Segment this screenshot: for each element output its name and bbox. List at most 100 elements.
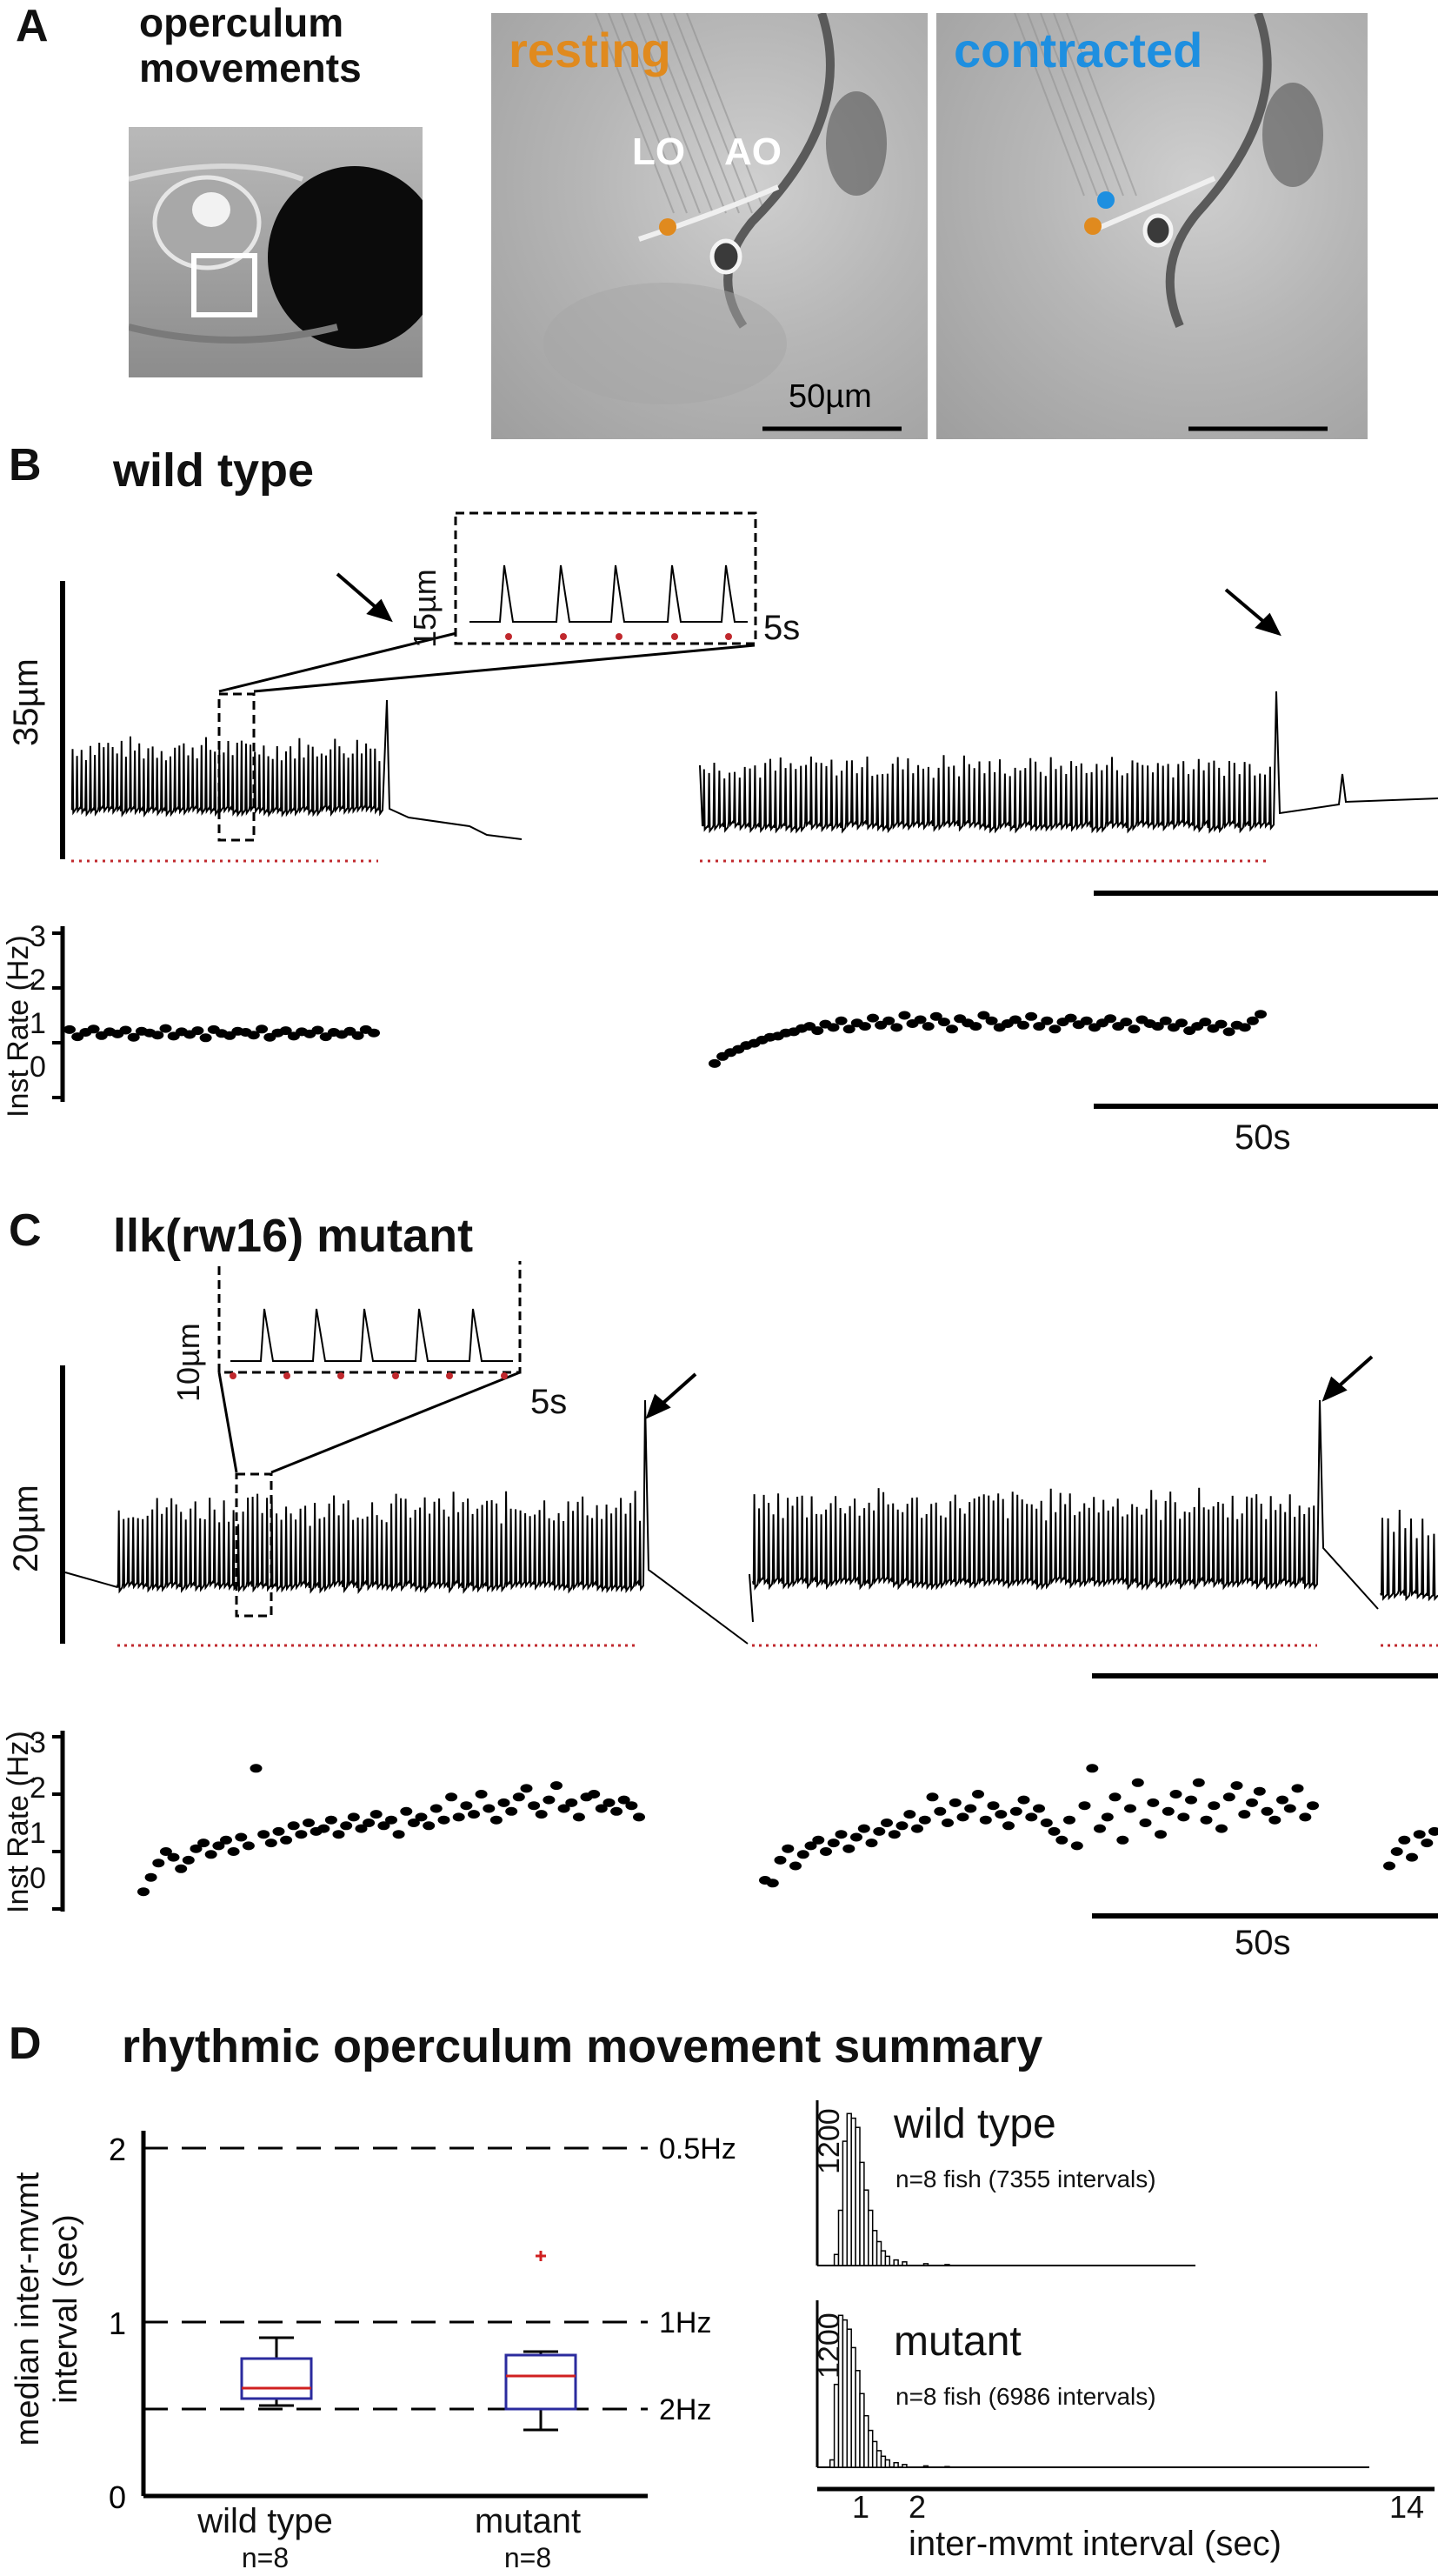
c-rate-dots-pt-0-13 [235,1832,248,1842]
b-inset-dot-2 [616,633,622,640]
c-zoom-line-2 [270,1371,521,1474]
c-zoom-box [235,1472,273,1618]
boxplot-boxes [240,2251,577,2432]
c-rate-dots-pt-1-43 [1086,1764,1099,1773]
hist-bottom-ytick: 1200 [813,2312,846,2379]
c-rate-dots-pt-0-39 [429,1804,443,1813]
c-inset-time-label: 5s [530,1383,568,1421]
group-wt-label: wild type [197,2502,333,2540]
c-rate-dots-pt-1-33 [1009,1806,1022,1816]
c-rate-dots-pt-0-19 [280,1835,293,1845]
b-inset-dot-4 [725,633,732,640]
hist-bottom-bar-15 [902,2464,908,2468]
c-rate-dots-pt-1-29 [979,1815,992,1825]
b-rate-tick-1: 1 [30,1007,46,1040]
ref-label-2: 2Hz [659,2393,711,2426]
c-rate-dots-pt-1-60 [1215,1824,1228,1833]
group-mutant-n: n=8 [503,2542,552,2573]
c-arrow-1 [645,1372,697,1419]
c-rate-dots [137,1764,1438,1897]
ytick-2: 2 [109,2132,126,2167]
box-1 [504,2353,577,2411]
b-inset-dot-3 [671,633,678,640]
c-rate-dots-pt-0-44 [468,1810,480,1819]
boxplot-y-label-line1: median inter-mvmt [10,2172,46,2446]
c-rate-dots-pt-0-38 [423,1821,436,1831]
b-rate-dots-pt-1-28 [929,1011,942,1021]
c-rate-dots-pt-1-26 [956,1812,969,1822]
panel-b-title: wild type [113,444,315,497]
c-rate-dots-pt-1-30 [987,1801,1000,1811]
b-rate-dots-pt-0-11 [151,1031,164,1040]
resting-micrograph-drawing [543,13,902,431]
box-0 [240,2357,313,2400]
scalebar-label: 50µm [789,378,872,415]
panel-a-title-line1: operculum [139,0,344,45]
c-rate-dots-pt-1-25 [949,1798,962,1807]
resting-marker [659,218,676,236]
b-rate-dots-pt-1-67 [1238,1023,1251,1032]
panel-c-figure [52,1261,1438,1919]
b-rate-dots-pt-1-43 [1049,1024,1062,1034]
b-rate-dots-pt-1-19 [858,1022,871,1031]
b-rate-dots-pt-1-27 [922,1022,935,1031]
b-rate-dots-pt-1-42 [1041,1016,1054,1025]
c-rate-dots-pt-0-52 [528,1801,541,1811]
c-rate-dots-pt-0-28 [347,1812,360,1822]
c-rate-dots-pt-0-65 [625,1801,638,1811]
c-rate-dots-pt-0-3 [159,1847,172,1856]
hist-bottom-bar-14 [893,2461,899,2468]
c-zoom-line-1 [217,1371,238,1473]
b-rate-dots-pt-0-12 [159,1024,172,1033]
c-rate-dots-pt-1-58 [1200,1815,1213,1825]
c-rate-dots-pt-0-30 [363,1819,376,1827]
c-rate-dots-pt-0-53 [535,1810,548,1819]
ref-label-0: 0.5Hz [659,2132,736,2166]
c-inset-trace [230,1308,513,1362]
c-rate-dots-pt-1-50 [1139,1819,1152,1827]
contracted-label: contracted [954,23,1203,77]
hist-bottom-n: n=8 fish (6986 intervals) [895,2383,1156,2410]
c-rate-dots-pt-0-37 [415,1812,428,1822]
c-trace-scale-label: 20µm [7,1485,45,1572]
c-rate-dots-pt-1-27 [964,1804,977,1813]
c-rate-dots-pt-1-45 [1101,1812,1114,1822]
c-rate-dots-pt-1-1 [766,1879,779,1888]
b-rate-tick-0: 0 [30,1051,46,1084]
b-rate-dots-pt-1-53 [1128,1024,1141,1034]
b-arrow-1 [336,572,393,623]
c-rate-dots-pt-1-6 [804,1841,817,1851]
hist-x-label: inter-mvmt interval (sec) [909,2525,1282,2563]
c-rate-dots-pt-1-16 [881,1819,893,1827]
c-rate-dots-pt-0-62 [602,1798,616,1807]
panel-d-letter: D [9,2019,42,2069]
panel-d-title: rhythmic operculum movement summary [122,2020,1043,2072]
c-rate-dots-pt-1-44 [1094,1824,1106,1833]
b-rate-dots-pt-1-24 [898,1011,911,1020]
c-rate-dots-pt-1-65 [1253,1786,1266,1796]
hist-xtick-1: 1 [852,2489,870,2525]
roi-box [191,253,257,317]
b-rate-dots-pt-1-52 [1120,1018,1133,1027]
c-rate-dots-pt-1-14 [865,1839,878,1848]
c-rate-dots-pt-0-18 [272,1826,285,1836]
c-rate-dots-pt-1-49 [1131,1778,1144,1787]
b-rate-dots-pt-0-24 [256,1024,269,1034]
c-rate-dots-pt-1-40 [1063,1815,1075,1825]
resting-reference-marker [1084,217,1102,235]
c-rate-dots-pt-1-20 [911,1824,923,1833]
b-inset-trace [469,564,748,623]
c-rate-dots-pt-0-15 [250,1764,263,1773]
c-rate-dots-pt-0-41 [445,1792,458,1802]
c-rate-dots-pt-1-48 [1124,1804,1136,1813]
c-rate-dots-pt-1-63 [1238,1810,1251,1819]
c-rate-dots-pt-1-42 [1078,1801,1091,1811]
c-rate-tick-0: 0 [30,1862,46,1895]
c-rate-dots-pt-1-61 [1222,1792,1235,1802]
hist-bottom-bar-13 [884,2459,891,2468]
c-rate-dots-pt-1-69 [1283,1804,1296,1813]
c-rate-dots-pt-0-22 [303,1819,315,1827]
c-rate-dots-pt-1-52 [1155,1830,1167,1839]
c-rate-dots-pt-0-48 [497,1798,510,1807]
panel-a-title-line2: movements [139,45,362,90]
